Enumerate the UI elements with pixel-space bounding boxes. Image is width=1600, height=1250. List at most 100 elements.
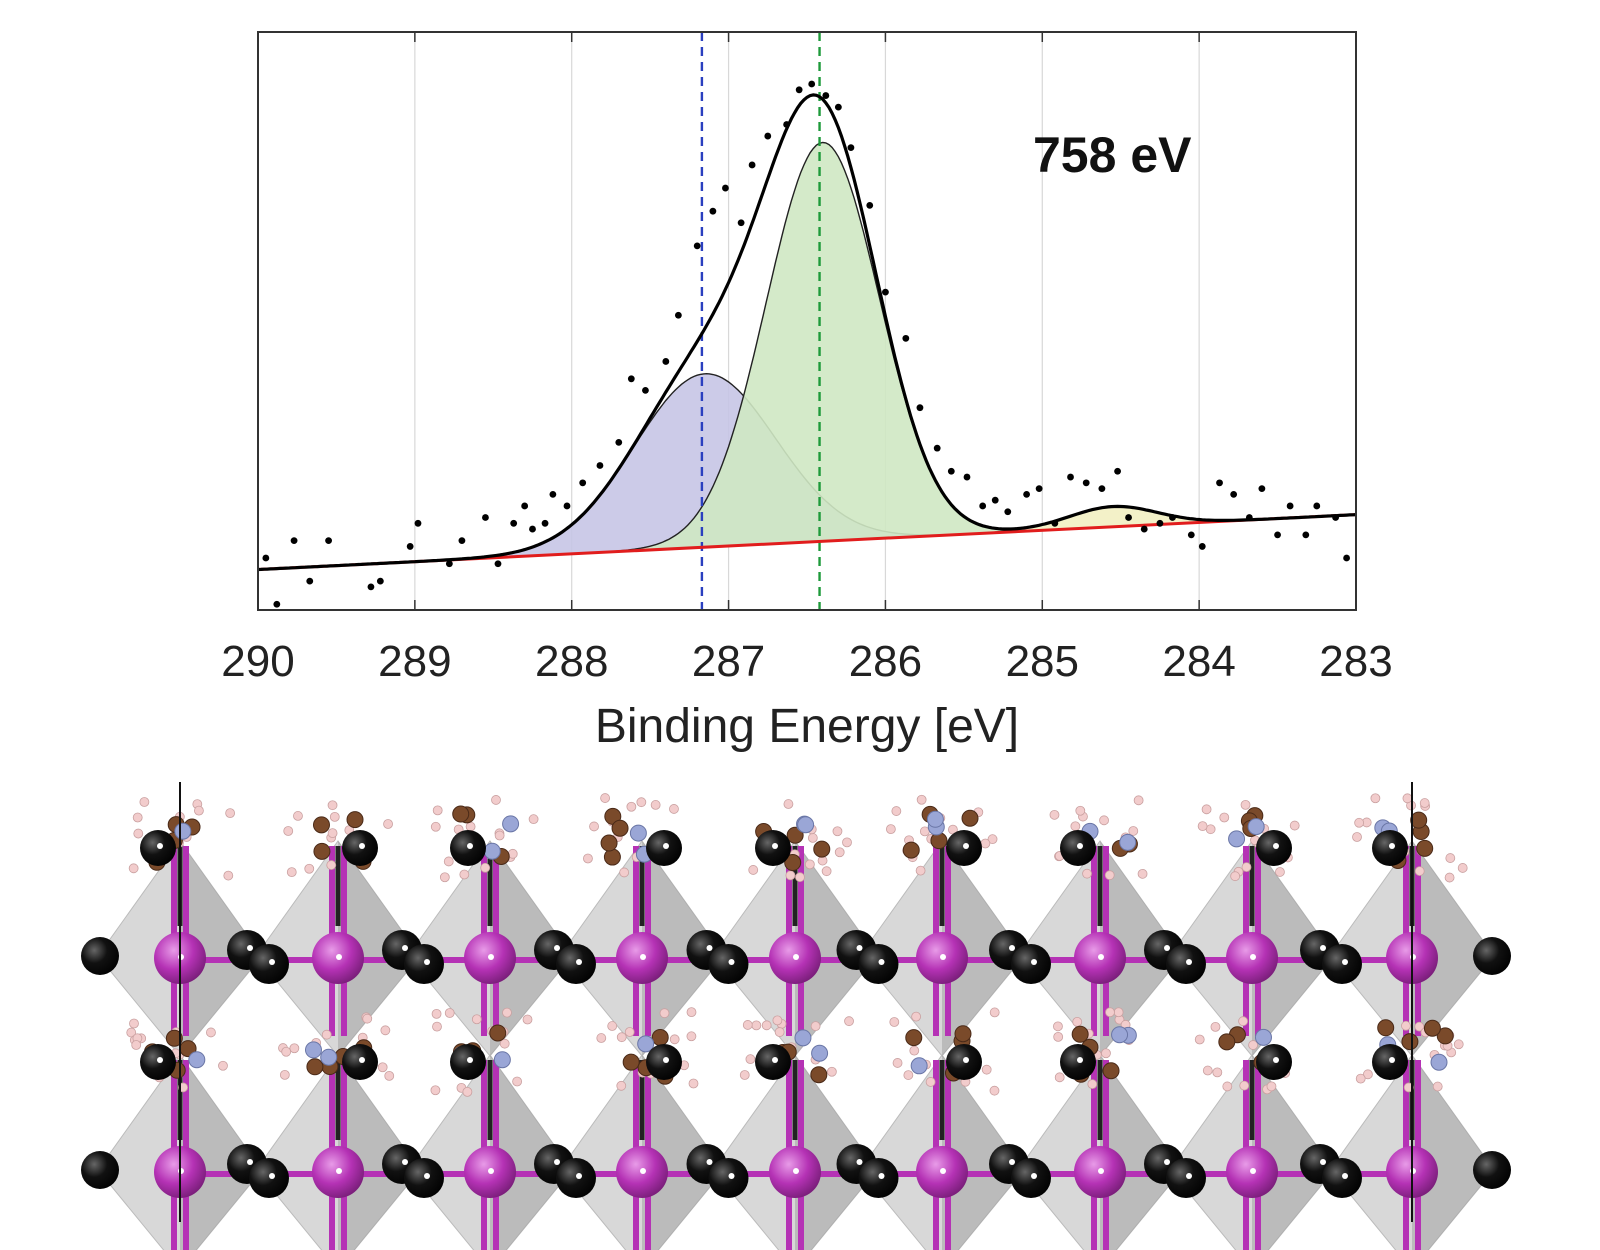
data-point xyxy=(1098,485,1106,493)
hydrogen-atom xyxy=(1099,815,1109,826)
data-point xyxy=(325,537,332,545)
hydrogen-atom xyxy=(1113,1007,1124,1018)
data-point xyxy=(866,202,874,209)
hydrogen-atom xyxy=(1128,826,1139,836)
halide-atom xyxy=(81,1151,119,1189)
data-point xyxy=(1035,485,1043,493)
nitrogen-atom xyxy=(1247,818,1265,836)
data-point xyxy=(947,467,955,475)
carbon-atom xyxy=(306,1058,324,1076)
data-point xyxy=(1274,531,1281,539)
carbon-atom xyxy=(165,1029,183,1047)
nitrogen-atom xyxy=(1228,830,1246,848)
measured-points xyxy=(262,80,1350,608)
hydrogen-atom xyxy=(129,1018,139,1029)
nitrogen-atom xyxy=(811,1044,829,1062)
halide-atom xyxy=(249,1158,289,1198)
octahedron-shade xyxy=(180,841,262,1056)
carbon-atom xyxy=(313,842,331,860)
hydrogen-atom xyxy=(131,1040,142,1050)
data-point xyxy=(563,502,571,510)
halide-highlight xyxy=(878,959,885,965)
halide-atom xyxy=(1011,944,1051,984)
halide-highlight xyxy=(157,1057,163,1063)
hydrogen-atom xyxy=(329,811,340,822)
halide-atom xyxy=(708,1158,749,1198)
data-point xyxy=(596,462,604,469)
hydrogen-atom xyxy=(293,811,303,821)
metal-highlight xyxy=(488,1168,494,1174)
data-point xyxy=(510,519,518,527)
hydrogen-atom xyxy=(528,814,539,825)
carbon-atom xyxy=(813,840,831,858)
data-point xyxy=(1187,531,1195,539)
hydrogen-atom xyxy=(980,838,991,849)
carbon-atom xyxy=(651,1028,669,1046)
octahedron-shade xyxy=(1412,841,1494,1056)
data-point xyxy=(482,514,489,521)
data-point xyxy=(521,502,529,510)
hydrogen-atom xyxy=(915,865,926,876)
data-point xyxy=(1343,554,1350,562)
halide-atom xyxy=(404,944,444,984)
carbon-atom xyxy=(961,809,979,827)
carbon-atom xyxy=(600,834,618,852)
halide-highlight xyxy=(424,1173,430,1179)
halide-highlight xyxy=(1164,945,1170,951)
octahedron-shade xyxy=(490,1055,572,1250)
hydrogen-atom xyxy=(1202,1065,1213,1076)
hydrogen-atom xyxy=(1445,853,1456,863)
data-point xyxy=(1286,502,1294,510)
metal-highlight xyxy=(940,1168,946,1174)
hydrogen-atom xyxy=(512,1076,523,1087)
hydrogen-atom xyxy=(834,847,845,858)
x-axis-ticks: 290 289 288 287 286 285 284 283 xyxy=(221,32,1393,686)
halide-highlight xyxy=(1320,1159,1326,1165)
x-tick-label: 288 xyxy=(535,637,608,686)
hydrogen-atom xyxy=(772,1015,783,1026)
hydrogen-atom xyxy=(132,812,143,823)
nitrogen-atom xyxy=(926,810,944,828)
hydrogen-atom xyxy=(1275,867,1285,877)
hydrogen-atom xyxy=(432,1021,442,1032)
hydrogen-atom xyxy=(383,819,393,829)
halide-highlight xyxy=(359,1057,365,1063)
hydrogen-atom xyxy=(1444,872,1455,883)
data-point xyxy=(445,560,453,568)
carbon-atom xyxy=(489,1024,507,1042)
hydrogen-atom xyxy=(430,821,441,832)
data-point xyxy=(748,161,756,169)
octahedron-shade xyxy=(180,1055,262,1250)
hydrogen-atom xyxy=(362,1013,373,1024)
nitrogen-atom xyxy=(637,1035,655,1053)
hydrogen-atom xyxy=(832,826,843,837)
nitrogen-atom xyxy=(320,1048,338,1066)
hydrogen-atom xyxy=(616,1032,627,1043)
halide-highlight xyxy=(772,843,778,849)
hydrogen-atom xyxy=(462,1086,473,1097)
halide-atom xyxy=(858,944,899,984)
halide-atom xyxy=(1473,1151,1511,1189)
hydrogen-atom xyxy=(289,1043,300,1054)
halide-highlight xyxy=(963,843,969,849)
halide-highlight xyxy=(1342,1173,1348,1179)
carbon-atom xyxy=(1102,1062,1120,1080)
hydrogen-atom xyxy=(1238,1016,1248,1027)
halide-atom xyxy=(249,944,289,984)
hydrogen-atom xyxy=(218,1060,228,1071)
data-point xyxy=(795,86,803,94)
carbon-atom xyxy=(1377,1019,1395,1037)
hydrogen-atom xyxy=(304,863,315,874)
hydrogen-atom xyxy=(739,1070,750,1080)
hydrogen-atom xyxy=(377,1062,388,1073)
octahedron-shade xyxy=(642,1055,724,1250)
metal-highlight xyxy=(1250,954,1256,960)
halide-highlight xyxy=(1186,959,1192,965)
data-point xyxy=(764,132,772,140)
halide-highlight xyxy=(772,1057,778,1063)
hydrogen-atom xyxy=(911,1011,922,1022)
x-tick-label: 290 xyxy=(221,637,294,686)
hydrogen-atom xyxy=(1137,868,1148,879)
hydrogen-atom xyxy=(742,1020,753,1030)
carbon-atom xyxy=(611,819,629,837)
